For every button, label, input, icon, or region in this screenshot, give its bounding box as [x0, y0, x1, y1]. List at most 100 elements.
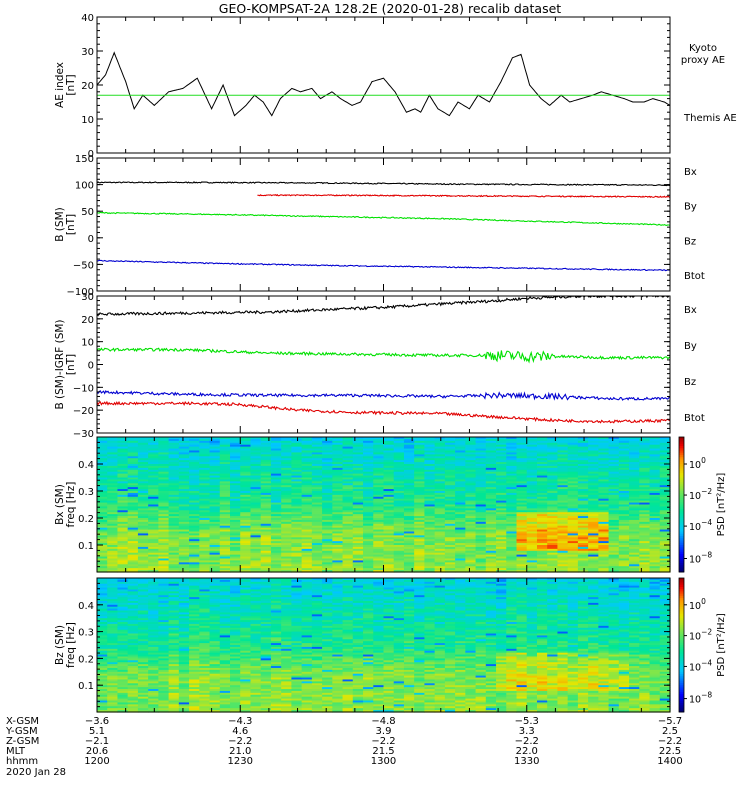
heatmap-cell — [639, 491, 651, 494]
heatmap-cell — [250, 558, 262, 562]
heatmap-cell — [629, 448, 640, 452]
heatmap-cell — [332, 485, 344, 488]
heatmap-cell — [649, 479, 661, 482]
heatmap-cell — [117, 545, 129, 548]
heatmap-cell — [434, 491, 446, 494]
heatmap-cell — [199, 440, 211, 444]
heatmap-cell — [311, 467, 323, 471]
heatmap-cell — [270, 554, 282, 558]
heatmap-cell — [97, 541, 108, 544]
heatmap-cell — [230, 527, 241, 531]
heatmap-cell — [209, 456, 221, 459]
heatmap-cell — [281, 454, 293, 457]
heatmap-cell — [465, 533, 477, 536]
heatmap-cell — [557, 440, 569, 444]
heatmap-cell — [148, 702, 159, 705]
heatmap-cell — [547, 548, 559, 552]
heatmap-cell — [107, 465, 119, 469]
panel-frame — [96, 157, 671, 292]
heatmap-cell — [577, 545, 589, 548]
heatmap-cell — [322, 521, 333, 525]
heatmap-cell — [383, 546, 395, 550]
heatmap-cell — [148, 440, 159, 444]
heatmap-cell — [567, 485, 579, 488]
heatmap-cell — [414, 496, 426, 500]
heatmap-cell — [424, 458, 436, 461]
heatmap-cell — [342, 481, 354, 484]
colorbar-tick-label: 10−2 — [689, 487, 712, 502]
series-line-0 — [97, 51, 670, 117]
heatmap-cell — [97, 550, 108, 554]
heatmap-cell — [444, 446, 456, 450]
heatmap-cell — [455, 460, 466, 463]
heatmap-cell — [414, 541, 426, 544]
heatmap-cell — [363, 508, 374, 511]
heatmap-cell — [547, 452, 559, 455]
heatmap-cell — [475, 531, 487, 535]
heatmap-cell — [506, 527, 518, 531]
heatmap-cell — [526, 446, 538, 450]
heatmap-cell — [301, 437, 313, 440]
heatmap-cell — [199, 541, 211, 544]
heatmap-cell — [547, 479, 559, 482]
heatmap-cell — [291, 454, 303, 457]
heatmap-cell — [434, 535, 446, 538]
heatmap-cell — [485, 502, 497, 506]
heatmap-cell — [424, 498, 436, 502]
heatmap-cell — [148, 562, 159, 565]
heatmap-cell — [403, 502, 415, 506]
heatmap-cell — [516, 558, 528, 562]
heatmap-cell — [577, 437, 589, 440]
heatmap-cell — [158, 519, 170, 523]
heatmap-cell — [608, 570, 620, 573]
heatmap-cell — [485, 475, 497, 479]
heatmap-cell — [403, 533, 415, 536]
heatmap-cell — [363, 487, 374, 490]
heatmap-cell — [598, 491, 610, 494]
heatmap-cell — [536, 444, 548, 448]
heatmap-cell — [475, 438, 487, 442]
heatmap-cell — [485, 469, 497, 473]
heatmap-cell — [516, 556, 528, 560]
heatmap-cell — [649, 554, 661, 558]
heatmap-cell — [189, 506, 200, 509]
heatmap-cell — [97, 487, 108, 490]
heatmap-cell — [618, 456, 630, 459]
heatmap-cell — [659, 458, 671, 461]
heatmap-cell — [230, 471, 241, 475]
heatmap-cell — [659, 462, 671, 465]
ytick-label: 100 — [75, 181, 94, 192]
heatmap-cell — [168, 500, 180, 504]
heatmap-cell — [485, 479, 497, 482]
heatmap-cell — [608, 469, 620, 473]
heatmap-cell — [311, 523, 323, 527]
heatmap-cell — [240, 494, 252, 498]
heatmap-cell — [322, 491, 333, 494]
heatmap-cell — [270, 539, 282, 542]
heatmap-cell — [158, 543, 170, 546]
heatmap-cell — [117, 496, 129, 500]
heatmap-cell — [536, 519, 548, 523]
heatmap-cell — [127, 487, 139, 490]
heatmap-cell — [270, 543, 282, 546]
heatmap-cell — [158, 643, 170, 646]
heatmap-cell — [577, 504, 589, 508]
heatmap-cell — [373, 533, 385, 536]
heatmap-cell — [373, 514, 385, 517]
heatmap-cell — [526, 560, 538, 563]
heatmap-cell — [383, 510, 395, 513]
heatmap-cell — [506, 462, 518, 465]
heatmap-cell — [127, 710, 139, 713]
heatmap-cell — [189, 541, 200, 544]
ylabel-line: B (SM)-IGRF (SM) — [54, 319, 66, 409]
heatmap-cell — [342, 510, 354, 513]
heatmap-cell — [444, 537, 456, 540]
heatmap-cell — [107, 458, 119, 461]
heatmap-cell — [383, 494, 395, 498]
heatmap-cell — [240, 491, 252, 494]
heatmap-cell — [547, 508, 559, 511]
heatmap-cell — [240, 471, 252, 475]
heatmap-cell — [199, 491, 211, 494]
heatmap-cell — [414, 518, 426, 521]
colorbar-segment — [679, 497, 684, 501]
